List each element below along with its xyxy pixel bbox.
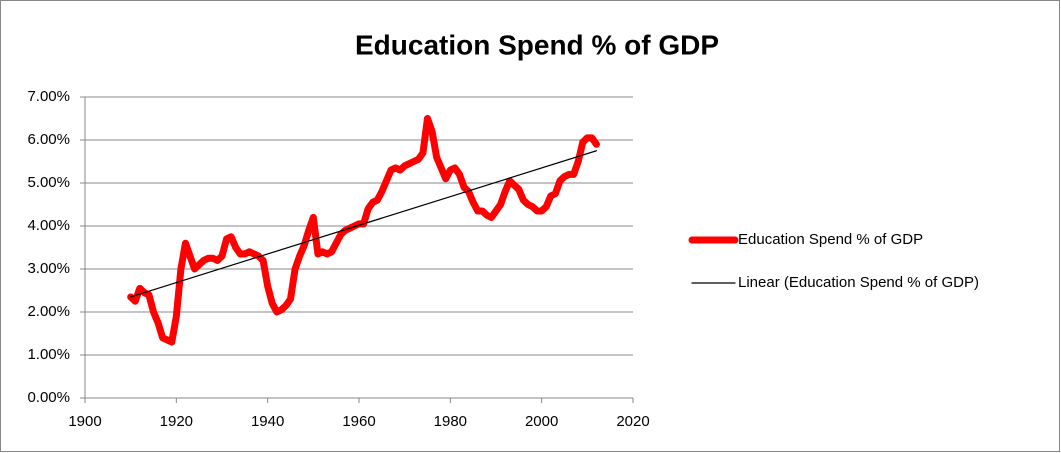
chart-title: Education Spend % of GDP [355, 29, 719, 60]
x-tick-label: 1900 [68, 413, 101, 430]
y-tick-label: 4.00% [27, 217, 70, 234]
x-tick-label: 2000 [525, 413, 558, 430]
x-tick-label: 1940 [251, 413, 284, 430]
y-tick-label: 7.00% [27, 88, 70, 105]
legend-label: Linear (Education Spend % of GDP) [738, 274, 979, 291]
x-tick-label: 1960 [342, 413, 375, 430]
series-line [130, 150, 598, 298]
y-tick-label: 6.00% [27, 131, 70, 148]
x-tick-label: 2020 [616, 413, 649, 430]
x-tick-label: 1980 [434, 413, 467, 430]
legend-label: Education Spend % of GDP [738, 231, 923, 248]
y-tick-label: 2.00% [27, 303, 70, 320]
y-tick-label: 0.00% [27, 389, 70, 406]
y-tick-label: 3.00% [27, 260, 70, 277]
y-tick-label: 5.00% [27, 174, 70, 191]
y-tick-label: 1.00% [27, 346, 70, 363]
x-tick-label: 1920 [160, 413, 193, 430]
